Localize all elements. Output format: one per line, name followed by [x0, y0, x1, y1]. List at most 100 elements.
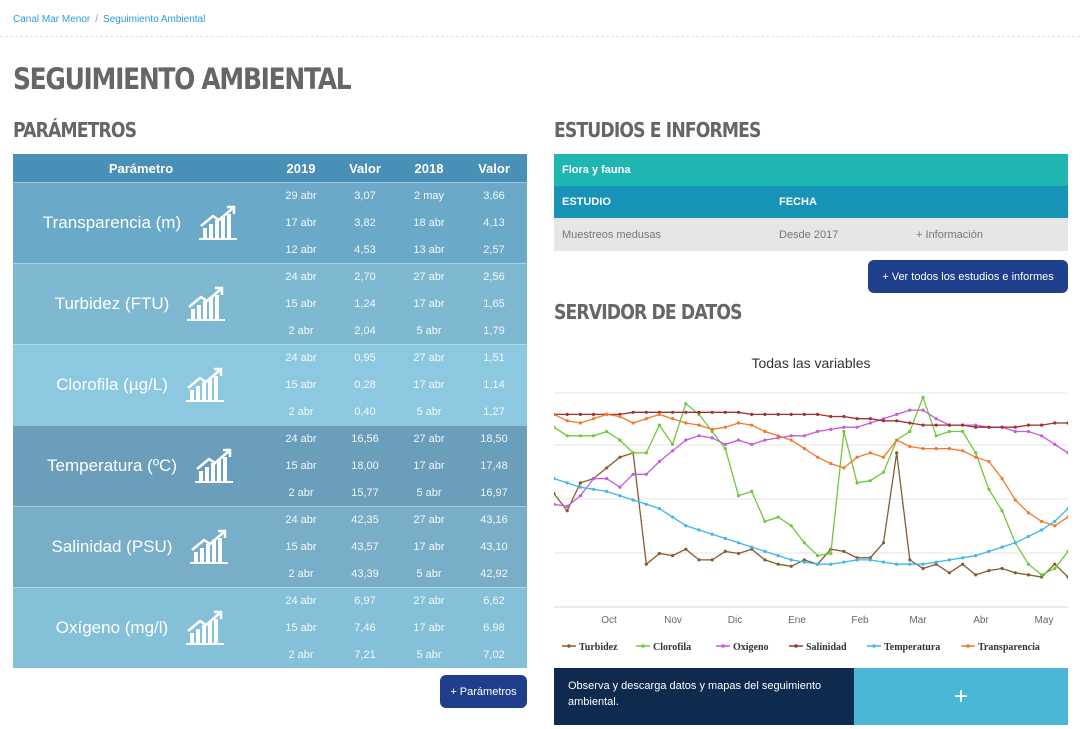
series-point	[1026, 511, 1031, 515]
series-point	[554, 412, 556, 416]
legend-item-temperatura[interactable]: Temperatura	[867, 642, 940, 653]
series-point	[789, 524, 793, 528]
trend-chart-icon[interactable]	[182, 609, 226, 647]
table-cell: 43,16	[480, 514, 508, 527]
table-cell: 2 abr	[288, 405, 314, 418]
trend-chart-icon[interactable]	[182, 366, 226, 404]
x-tick-label: Mar	[909, 615, 927, 626]
table-cell: 17 abr	[413, 622, 445, 634]
series-point	[736, 541, 741, 545]
series-point	[591, 434, 596, 438]
more-parameters-button[interactable]: + Parámetros	[440, 675, 527, 708]
table-row: 2 abr 43,39 5 abr 42,92	[269, 560, 527, 587]
series-point	[961, 429, 965, 434]
series-point	[710, 532, 714, 536]
table-cell: 5 abr	[416, 324, 442, 337]
series-point	[987, 459, 991, 464]
series-point	[816, 562, 820, 566]
legend-item-salinidad[interactable]: Salinidad	[789, 642, 847, 653]
series-point	[578, 412, 582, 416]
series-point	[697, 423, 701, 427]
series-point	[1013, 541, 1017, 545]
breadcrumb-current[interactable]: Seguimiento Ambiental	[103, 14, 206, 25]
table-cell: 13 abr	[413, 243, 445, 256]
series-point	[684, 524, 688, 528]
legend-item-transparencia[interactable]: Transparencia	[961, 642, 1040, 653]
table-cell: 4,53	[354, 243, 376, 256]
table-header: Parámetro 2019 Valor 2018 Valor	[13, 154, 527, 182]
data-banner-plus-button[interactable]: +	[854, 668, 1068, 725]
section-title-params: PARÁMETROS	[13, 118, 137, 142]
series-point	[868, 479, 872, 483]
table-row: 2 abr 2,04 5 abr 1,79	[269, 317, 527, 344]
breadcrumb-home[interactable]: Canal Mar Menor	[13, 14, 91, 25]
table-cell: 1,27	[483, 405, 505, 418]
table-cell: 16,56	[351, 433, 379, 446]
header-cell: ESTUDIO	[562, 196, 611, 208]
series-point	[1026, 423, 1031, 427]
series-point	[591, 417, 596, 421]
series-point	[868, 558, 872, 562]
trend-chart-icon[interactable]	[186, 528, 230, 566]
table-cell: 43,39	[351, 567, 379, 580]
series-point	[605, 477, 609, 481]
table-cell: 15 abr	[285, 622, 317, 634]
series-point	[657, 551, 661, 556]
table-cell: 27 abr	[413, 271, 445, 284]
study-name: Muestreos medusas	[562, 228, 662, 241]
series-point	[1040, 573, 1044, 577]
series-point	[908, 558, 912, 562]
trend-chart-icon[interactable]	[195, 204, 239, 242]
series-point	[895, 562, 899, 566]
chart-title: Todas las variables	[751, 355, 871, 371]
series-point	[789, 434, 793, 438]
table-cell: 1,24	[354, 298, 376, 310]
series-point	[644, 417, 648, 421]
table-cell: 27 abr	[413, 595, 445, 608]
table-cell: 7,21	[354, 648, 376, 661]
data-banner-text: Observa y descarga datos y mapas del seg…	[554, 668, 854, 725]
series-point	[554, 425, 556, 429]
series-point	[644, 562, 648, 566]
series-point	[974, 455, 978, 459]
series-point	[750, 489, 754, 493]
series-point	[1053, 524, 1057, 528]
series-point	[644, 472, 648, 476]
series-point	[1066, 421, 1068, 425]
more-info-link[interactable]: + Información	[916, 228, 983, 241]
series-point	[1026, 429, 1031, 434]
series-line-temperatura	[554, 477, 1068, 565]
legend-item-turbidez[interactable]: Turbidez	[562, 642, 618, 653]
series-point	[736, 438, 741, 442]
series-point	[657, 412, 661, 416]
series-point	[776, 412, 780, 416]
all-studies-button[interactable]: + Ver todos los estudios e informes	[868, 260, 1068, 293]
legend-item-oxigeno[interactable]: Oxigeno	[716, 642, 769, 653]
table-cell: 2 abr	[288, 486, 314, 499]
series-point	[565, 412, 569, 416]
series-point	[671, 442, 675, 446]
table-cell: 18,00	[351, 460, 379, 472]
series-line-oxigeno	[554, 409, 1068, 508]
table-cell: 15 abr	[285, 379, 317, 391]
series-point	[895, 438, 899, 442]
param-name: Transparencia (m)	[42, 213, 182, 232]
table-row: 24 abr 2,70 27 abr 2,56	[269, 264, 527, 291]
data-banner: Observa y descarga datos y mapas del seg…	[554, 668, 1068, 725]
series-point	[789, 438, 793, 442]
series-point	[684, 421, 688, 425]
table-cell: 16,97	[480, 486, 508, 499]
table-cell: 24 abr	[285, 595, 317, 608]
trend-chart-icon[interactable]	[183, 285, 227, 323]
trend-chart-icon[interactable]	[191, 447, 235, 485]
table-cell: 0,95	[354, 352, 376, 365]
header-cell: 2018	[414, 160, 444, 176]
series-point	[723, 410, 727, 414]
series-point	[684, 438, 688, 442]
series-point	[618, 455, 622, 459]
param-name-cell: Transparencia (m)	[13, 183, 269, 263]
series-point	[671, 449, 675, 453]
legend-item-clorofila[interactable]: Clorofila	[636, 642, 691, 653]
table-cell: 12 abr	[285, 243, 317, 256]
series-point	[855, 558, 859, 562]
